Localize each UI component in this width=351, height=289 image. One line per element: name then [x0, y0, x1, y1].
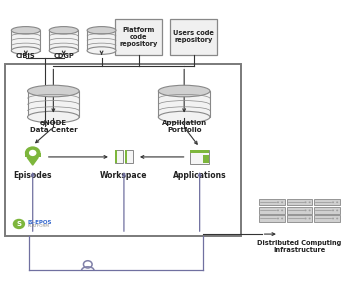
FancyBboxPatch shape: [286, 207, 312, 214]
FancyBboxPatch shape: [259, 215, 285, 222]
FancyBboxPatch shape: [203, 155, 209, 163]
Circle shape: [25, 146, 41, 160]
FancyBboxPatch shape: [125, 150, 127, 164]
FancyBboxPatch shape: [259, 199, 285, 205]
Circle shape: [277, 201, 279, 203]
Text: Workspace: Workspace: [100, 171, 148, 179]
Text: Distributed Computing
Infrastructure: Distributed Computing Infrastructure: [257, 240, 342, 253]
Ellipse shape: [49, 27, 78, 34]
Circle shape: [277, 218, 279, 219]
Circle shape: [332, 210, 334, 211]
FancyBboxPatch shape: [190, 150, 210, 164]
Text: Platform
code
repository: Platform code repository: [119, 27, 158, 47]
Text: CDGP: CDGP: [53, 53, 74, 59]
Bar: [158, 91, 210, 117]
Ellipse shape: [158, 111, 210, 123]
Circle shape: [304, 210, 306, 211]
Circle shape: [277, 210, 279, 211]
Circle shape: [309, 201, 311, 203]
FancyBboxPatch shape: [25, 153, 41, 158]
Text: Application
Portfolio: Application Portfolio: [161, 120, 207, 133]
Text: CIBIS: CIBIS: [16, 53, 36, 59]
FancyBboxPatch shape: [190, 150, 210, 153]
Ellipse shape: [87, 27, 116, 34]
FancyBboxPatch shape: [170, 19, 217, 55]
Ellipse shape: [11, 47, 40, 54]
Ellipse shape: [11, 27, 40, 34]
Text: S: S: [16, 221, 21, 227]
Ellipse shape: [27, 85, 79, 97]
Bar: [49, 30, 78, 51]
Ellipse shape: [49, 47, 78, 54]
FancyBboxPatch shape: [314, 207, 340, 214]
Circle shape: [309, 218, 311, 219]
Text: IS·EPOS: IS·EPOS: [27, 220, 52, 225]
Bar: [27, 91, 79, 117]
Circle shape: [281, 218, 283, 219]
FancyBboxPatch shape: [115, 150, 123, 164]
Text: Applications: Applications: [173, 171, 226, 179]
Text: Episodes: Episodes: [13, 171, 52, 179]
FancyBboxPatch shape: [314, 215, 340, 222]
FancyBboxPatch shape: [286, 215, 312, 222]
Circle shape: [304, 218, 306, 219]
Circle shape: [281, 201, 283, 203]
Bar: [11, 30, 40, 51]
Circle shape: [309, 210, 311, 211]
Text: eNODE
Data Center: eNODE Data Center: [29, 120, 77, 133]
Text: Users code
repository: Users code repository: [173, 30, 214, 43]
FancyBboxPatch shape: [125, 150, 133, 164]
FancyBboxPatch shape: [115, 19, 162, 55]
Circle shape: [332, 218, 334, 219]
FancyBboxPatch shape: [314, 199, 340, 205]
Bar: [87, 30, 116, 51]
Circle shape: [336, 218, 338, 219]
Ellipse shape: [87, 47, 116, 54]
Ellipse shape: [158, 85, 210, 97]
Circle shape: [336, 210, 338, 211]
Polygon shape: [27, 158, 38, 165]
Circle shape: [304, 201, 306, 203]
Text: PLATFORM: PLATFORM: [27, 224, 49, 228]
Circle shape: [336, 201, 338, 203]
Circle shape: [13, 219, 25, 229]
FancyBboxPatch shape: [259, 207, 285, 214]
Circle shape: [332, 201, 334, 203]
FancyBboxPatch shape: [115, 150, 117, 164]
FancyBboxPatch shape: [286, 199, 312, 205]
Ellipse shape: [27, 111, 79, 123]
Circle shape: [29, 150, 37, 156]
Circle shape: [281, 210, 283, 211]
